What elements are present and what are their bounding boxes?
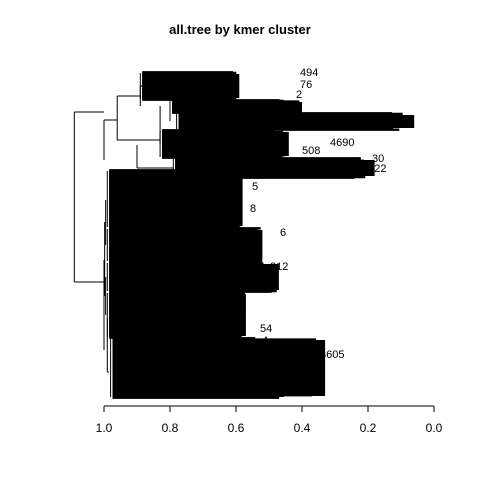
x-tick-label: 1.0 — [96, 421, 113, 435]
x-tick-label: 0.4 — [294, 421, 311, 435]
leaf-label: 6 — [280, 227, 286, 239]
cluster-bottom-3 — [106, 261, 279, 293]
cluster-top-2 — [169, 99, 302, 114]
leaf-label: 9 — [262, 277, 268, 289]
cluster-bottom-4 — [106, 291, 246, 339]
leaf-label: 2 — [296, 89, 302, 101]
leaf-cluster-mass — [162, 132, 289, 156]
cluster-bottom-2 — [106, 227, 263, 263]
leaf-label: 212 — [270, 261, 288, 273]
cluster-bottom-5 — [110, 337, 326, 399]
cluster-top-5 — [172, 157, 375, 179]
leaf-label: 8 — [250, 203, 256, 215]
leaf-label: 54 — [260, 323, 272, 335]
cluster-top-4 — [159, 129, 289, 159]
leaf-label: 5 — [252, 181, 258, 193]
leaf-branch — [178, 128, 400, 131]
chart-title: all.tree by kmer cluster — [169, 22, 311, 37]
x-tick-label: 0.0 — [426, 421, 443, 435]
leaf-cluster-mass — [178, 115, 415, 128]
leaf-label: 76 — [300, 79, 312, 91]
leaf-label: 508 — [302, 145, 320, 157]
leaf-cluster-mass — [109, 264, 279, 290]
leaf-cluster-mass — [109, 230, 263, 260]
cluster-bottom-1 — [106, 169, 243, 229]
leaf-cluster-mass — [172, 102, 302, 111]
x-tick-label: 0.6 — [228, 421, 245, 435]
leaf-label: 4 — [262, 335, 268, 347]
cluster-top-1 — [139, 71, 240, 101]
leaf-branch — [175, 176, 355, 179]
leaf-cluster-mass — [109, 294, 246, 336]
leaf-branch — [112, 396, 280, 399]
x-tick-label: 0.8 — [162, 421, 179, 435]
leaf-label: 4690 — [330, 137, 354, 149]
leaf-label: 5 — [262, 381, 268, 393]
leaf-cluster-mass — [112, 340, 326, 396]
leaf-label: 1522 — [362, 163, 386, 175]
cluster-top-3 — [176, 112, 415, 131]
x-tick-label: 0.2 — [360, 421, 377, 435]
leaf-cluster-mass — [142, 74, 240, 98]
leaf-label: 30 — [372, 153, 384, 165]
leaf-label: 494 — [300, 67, 318, 79]
leaf-cluster-mass — [109, 172, 243, 226]
leaf-label: 3605 — [320, 349, 344, 361]
